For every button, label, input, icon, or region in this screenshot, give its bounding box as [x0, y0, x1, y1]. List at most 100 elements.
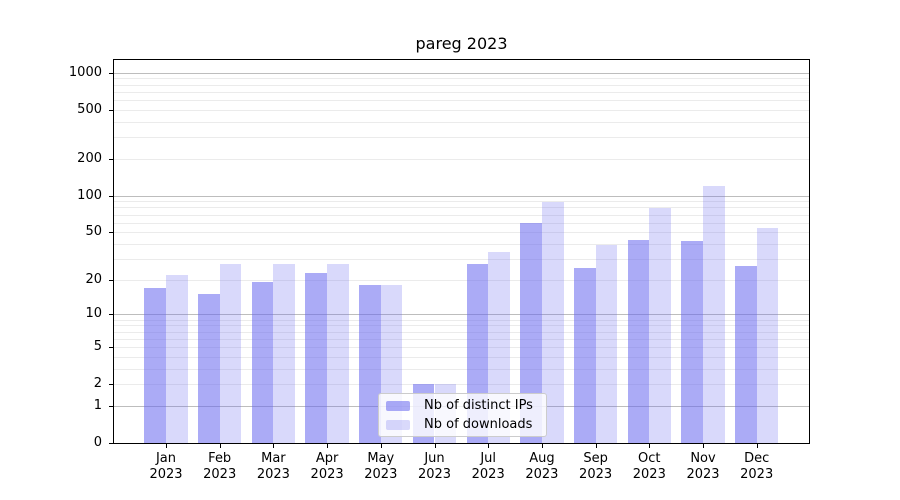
bar-ips-dec [735, 266, 757, 443]
x-tick-apr [327, 444, 329, 448]
legend: Nb of distinct IPs Nb of downloads [378, 393, 547, 437]
y-tick-1000 [109, 72, 113, 74]
bar-ips-aug [520, 222, 542, 443]
gridline-minor-600 [114, 100, 809, 102]
y-tick-200 [109, 158, 113, 160]
bar-ips-nov [681, 241, 703, 443]
bar-downloads-nov [703, 185, 725, 443]
y-tick-label-100: 100 [77, 187, 102, 203]
x-tick-nov [703, 444, 704, 448]
gridline-minor-900 [114, 78, 809, 80]
y-tick-label-500: 500 [77, 101, 102, 117]
gridline-minor-70 [114, 214, 809, 216]
x-tick-label-nov: Nov 2023 [686, 451, 720, 482]
gridline-minor-50 [114, 232, 809, 234]
gridline-minor-8 [114, 325, 809, 327]
x-tick-label-apr: Apr 2023 [310, 451, 344, 482]
bar-downloads-sep [595, 245, 618, 443]
gridline-minor-200 [114, 158, 809, 160]
bar-ips-mar [251, 282, 274, 443]
gridline-minor-7 [114, 331, 809, 333]
y-tick-10 [109, 314, 113, 316]
y-tick-label-5: 5 [93, 338, 102, 354]
gridline-minor-5 [114, 346, 809, 348]
legend-swatch-distinct-ips [386, 400, 410, 411]
x-tick-label-may: May 2023 [364, 451, 398, 482]
y-tick-5 [109, 346, 113, 348]
bar-ips-may [359, 285, 381, 443]
x-tick-feb [219, 444, 221, 448]
x-tick-label-oct: Oct 2023 [632, 451, 666, 482]
x-tick-label-aug: Aug 2023 [525, 451, 559, 482]
bar-downloads-aug [541, 202, 564, 443]
y-tick-label-10: 10 [85, 306, 102, 322]
y-tick-label-50: 50 [85, 224, 102, 240]
y-tick-label-200: 200 [77, 150, 102, 166]
bar-ips-oct [627, 240, 650, 443]
gridline-minor-60 [114, 222, 809, 224]
legend-item-distinct-ips: Nb of distinct IPs [386, 398, 539, 414]
x-tick-label-jul: Jul 2023 [471, 451, 505, 482]
x-tick-jun [434, 444, 436, 448]
gridline-minor-9 [114, 319, 809, 321]
x-tick-label-mar: Mar 2023 [256, 451, 290, 482]
gridline-minor-20 [114, 279, 809, 281]
y-tick-20 [109, 279, 113, 281]
y-tick-1 [109, 405, 113, 407]
chart-title: pareg 2023 [415, 34, 508, 53]
x-tick-mar [273, 444, 275, 448]
bar-downloads-mar [273, 264, 296, 443]
x-tick-label-sep: Sep 2023 [579, 451, 613, 482]
gridline-minor-90 [114, 201, 809, 203]
gridline-minor-4 [114, 356, 809, 358]
y-tick-label-1000: 1000 [68, 64, 102, 80]
bar-ips-apr [305, 272, 328, 443]
y-tick-label-20: 20 [85, 271, 102, 287]
gridline-minor-300 [114, 137, 809, 139]
legend-item-downloads: Nb of downloads [386, 417, 539, 433]
y-tick-500 [109, 109, 113, 111]
legend-label-distinct-ips: Nb of distinct IPs [424, 397, 533, 413]
gridline-minor-3 [114, 368, 809, 370]
x-tick-label-feb: Feb 2023 [203, 451, 237, 482]
gridline-minor-400 [114, 121, 809, 123]
bar-downloads-jan [166, 274, 188, 443]
gridline-minor-6 [114, 338, 809, 340]
x-tick-may [380, 444, 382, 448]
legend-label-downloads: Nb of downloads [424, 416, 533, 432]
gridline-minor-500 [114, 109, 809, 111]
y-tick-50 [109, 232, 113, 234]
x-tick-dec [756, 444, 758, 448]
plot-area: Nb of distinct IPs Nb of downloads [113, 59, 810, 444]
x-tick-jul [488, 444, 490, 448]
y-tick-2 [109, 384, 113, 386]
bar-downloads-apr [327, 264, 349, 443]
gridline-major-1000 [114, 72, 809, 74]
bar-ips-feb [198, 294, 220, 443]
gridline-minor-2 [114, 384, 809, 386]
y-tick-label-1: 1 [93, 397, 102, 413]
gridline-minor-40 [114, 243, 809, 245]
legend-swatch-downloads [386, 419, 410, 430]
gridline-minor-800 [114, 84, 809, 86]
bar-ips-sep [573, 268, 596, 443]
gridline-major-10 [114, 314, 809, 316]
gridline-minor-700 [114, 91, 809, 93]
gridline-major-100 [114, 195, 809, 197]
y-tick-0 [109, 443, 113, 444]
bar-downloads-feb [219, 264, 242, 443]
x-tick-label-jan: Jan 2023 [149, 451, 183, 482]
x-tick-sep [595, 444, 597, 448]
y-tick-100 [109, 195, 113, 197]
x-tick-oct [649, 444, 651, 448]
y-tick-label-2: 2 [93, 376, 102, 392]
y-tick-label-0: 0 [93, 435, 102, 450]
gridline-minor-30 [114, 258, 809, 260]
bar-downloads-oct [649, 208, 671, 443]
gridline-minor-80 [114, 207, 809, 209]
x-tick-label-jun: Jun 2023 [417, 451, 452, 482]
x-tick-label-dec: Dec 2023 [740, 451, 774, 482]
bar-downloads-dec [756, 228, 779, 443]
x-tick-aug [541, 444, 543, 448]
